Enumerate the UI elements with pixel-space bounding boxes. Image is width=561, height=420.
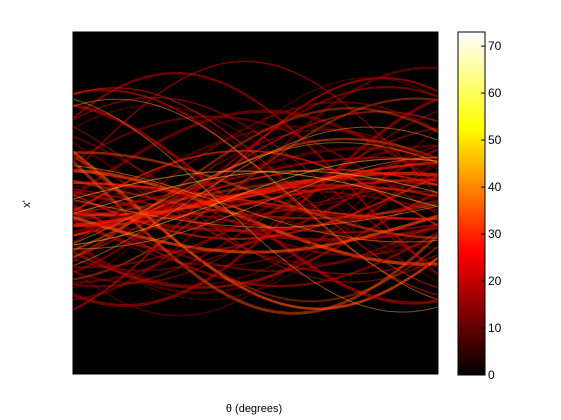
colorbar-tick-label: 0	[488, 368, 495, 382]
heatmap-axes	[72, 31, 439, 375]
sinogram-trace	[73, 190, 438, 289]
sinogram-trace	[73, 71, 438, 276]
sinogram-trace	[73, 97, 438, 308]
sinogram-highlight-trace	[73, 142, 438, 244]
sinogram-highlight-trace	[73, 126, 438, 267]
colorbar-tick-label: 60	[488, 86, 502, 100]
sinogram-trace	[73, 154, 438, 303]
sinogram-trace	[73, 178, 438, 230]
sinogram-trace	[73, 90, 438, 274]
colorbar-tick-label: 30	[488, 227, 502, 241]
colorbar-tick-label: 10	[488, 321, 502, 335]
colorbar-tick-label: 70	[488, 39, 502, 53]
sinogram-highlight-trace	[73, 170, 438, 214]
sinogram-trace	[73, 171, 438, 228]
colorbar: 0 10 20 30 40 50 60 70	[457, 31, 502, 382]
sinogram-trace	[73, 96, 438, 269]
sinogram-trace	[73, 60, 438, 197]
x-axis-label: θ (degrees)	[226, 403, 282, 415]
sinogram-curves	[73, 60, 438, 317]
sinogram-highlight-trace	[73, 98, 438, 313]
sinogram-highlight-trace	[73, 199, 438, 228]
sinogram-highlight-trace	[73, 156, 438, 250]
y-axis-label: x'	[21, 200, 33, 208]
heatmap-frame	[72, 31, 439, 375]
sinogram-trace	[73, 86, 438, 273]
sinogram-trace	[73, 156, 438, 269]
colorbar-tick-label: 20	[488, 274, 502, 288]
colorbar-ticks: 0 10 20 30 40 50 60 70	[481, 39, 502, 382]
sinogram-trace	[73, 87, 438, 289]
sinogram-trace	[73, 107, 438, 260]
sinogram-highlight-trace	[73, 165, 438, 243]
sinogram-trace	[73, 157, 438, 301]
colorbar-gradient	[457, 31, 486, 376]
colorbar-tick-label: 50	[488, 133, 502, 147]
sinogram-highlight-trace	[73, 158, 438, 246]
sinogram-trace	[73, 77, 438, 289]
sinogram-highlight-trace	[73, 170, 438, 208]
colorbar-tick-label: 40	[488, 180, 502, 194]
sinogram-highlight-trace	[73, 98, 438, 301]
sinogram-trace	[73, 144, 438, 272]
sinogram-trace	[73, 135, 438, 257]
sinogram-trace	[73, 178, 438, 228]
sinogram-trace	[73, 127, 438, 288]
sinogram-trace	[73, 177, 438, 220]
sinogram-trace	[73, 115, 438, 216]
sinogram-trace	[73, 101, 438, 244]
sinogram-trace	[73, 170, 438, 267]
